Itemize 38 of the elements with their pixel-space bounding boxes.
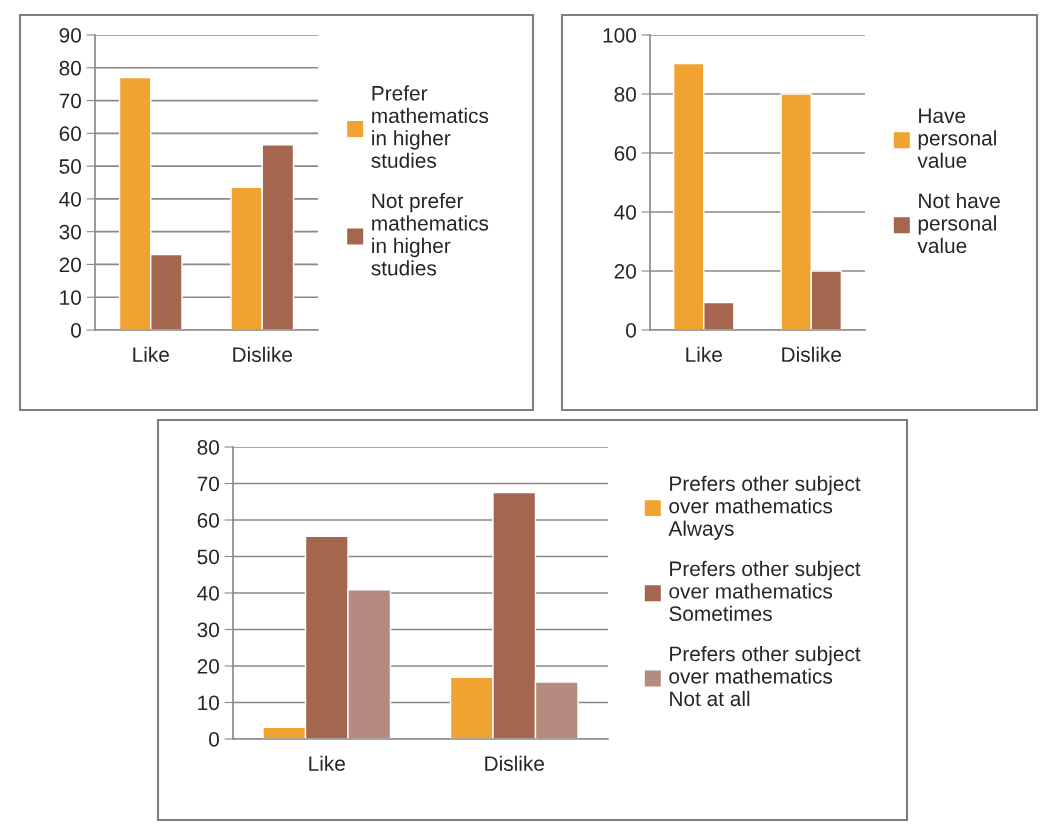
y-tick-label: 50: [59, 159, 81, 174]
legend-label: Prefers other subject over mathematics Not at all: [669, 645, 861, 707]
x-tick-label: Like: [133, 346, 169, 362]
legend-label: Prefers other subject over mathematics Always: [668, 475, 861, 541]
x-tick-label: Like: [686, 346, 722, 362]
x-tick-label: Dislike: [233, 346, 292, 362]
y-tick-label: 20: [614, 264, 636, 279]
legend-label: Not prefer mathematics in higher studies: [371, 192, 489, 276]
y-tick-label: 70: [59, 93, 81, 109]
y-tick-label: 50: [197, 549, 219, 565]
legend-label: Prefer mathematics in higher studies: [371, 85, 489, 168]
y-tick-label: 20: [59, 257, 81, 273]
y-tick-label: 80: [197, 440, 219, 455]
y-tick-label: 0: [209, 732, 219, 747]
legend-label: Not have personal value: [917, 192, 1000, 254]
legend-label: Prefers other subject over mathematics Sometimes: [669, 560, 861, 622]
y-tick-label: 60: [59, 126, 81, 142]
y-tick-label: 100: [603, 28, 636, 43]
y-tick-label: 90: [59, 28, 81, 43]
x-tick-label: Dislike: [782, 346, 841, 362]
legend-label: Have personal value: [917, 108, 996, 168]
y-tick-label: 10: [198, 695, 219, 711]
y-tick-label: 60: [614, 146, 636, 161]
y-tick-label: 30: [197, 622, 219, 638]
y-tick-label: 0: [626, 323, 636, 338]
y-tick-label: 80: [59, 60, 81, 76]
y-tick-label: 30: [59, 224, 81, 240]
y-tick-label: 20: [197, 659, 219, 674]
y-tick-label: 40: [197, 586, 219, 601]
y-tick-label: 70: [197, 476, 219, 492]
y-tick-label: 40: [59, 191, 81, 207]
y-tick-label: 40: [614, 205, 636, 220]
y-tick-label: 80: [614, 87, 636, 102]
y-tick-label: 10: [60, 290, 81, 305]
x-tick-label: Dislike: [485, 755, 544, 771]
y-tick-label: 0: [71, 323, 81, 338]
y-tick-label: 60: [197, 513, 219, 528]
x-tick-label: Like: [309, 755, 345, 771]
